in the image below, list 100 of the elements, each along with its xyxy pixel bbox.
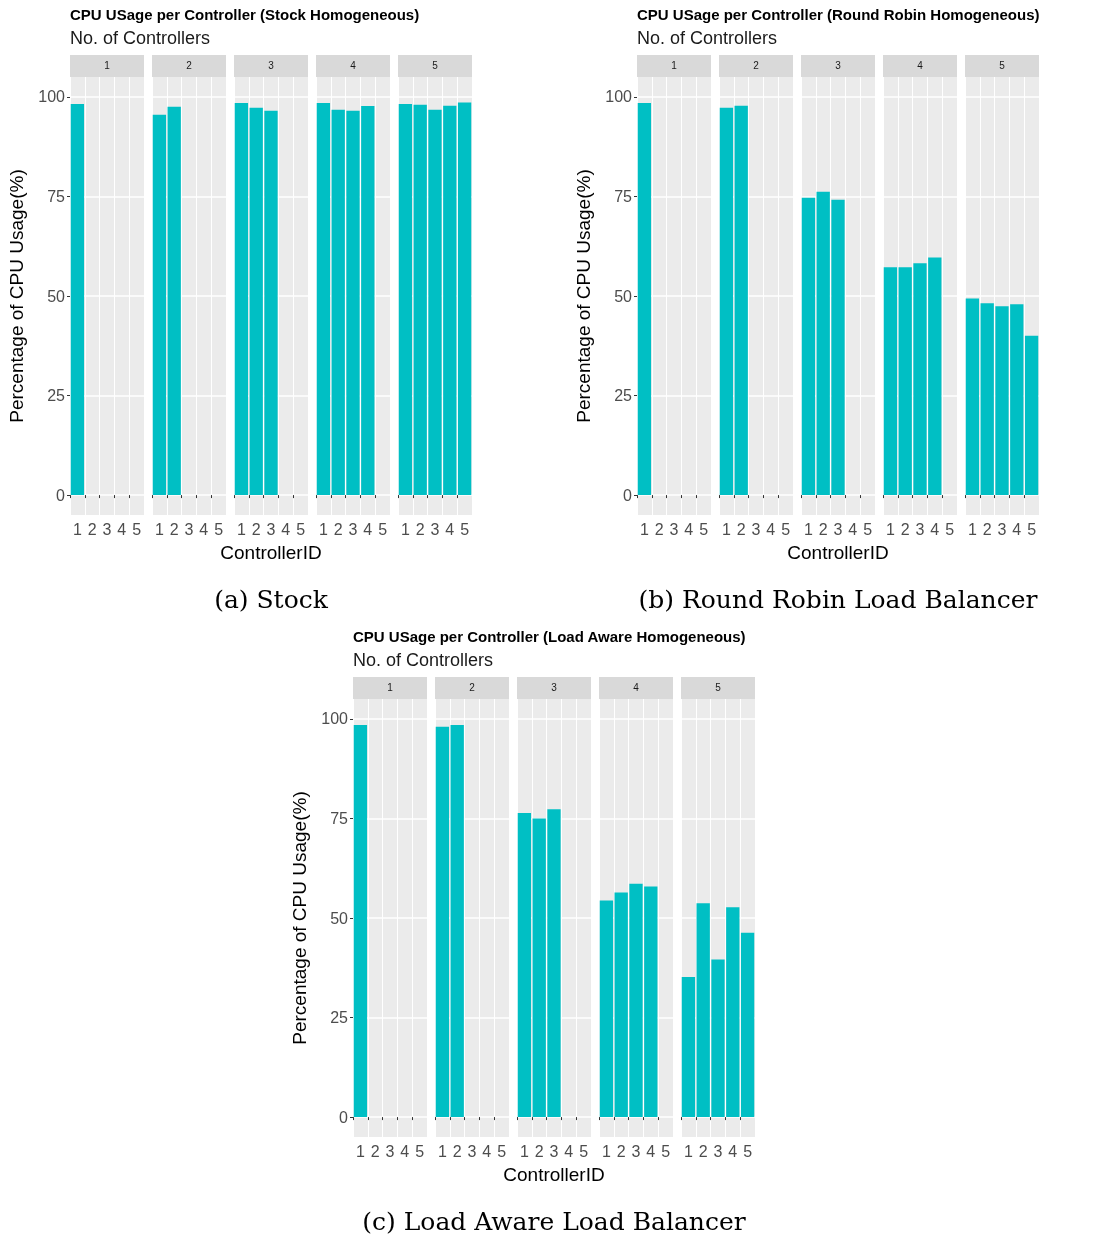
y-tick-label: 50: [330, 909, 349, 927]
x-axis-title: ControllerID: [219, 542, 323, 564]
y-tick-label: 25: [330, 1009, 349, 1027]
y-tick-label: 75: [47, 187, 66, 205]
x-tick-label: 4: [117, 520, 127, 538]
x-tick-label: 5: [743, 1142, 753, 1160]
text: (b) Round Robin Load Balancer: [637, 585, 1039, 614]
y-tick-label: 100: [605, 88, 633, 106]
x-tick-label: 5: [132, 520, 142, 538]
x-tick-label: 5: [579, 1142, 589, 1160]
x-tick-label: 3: [833, 520, 843, 538]
bar: [681, 976, 696, 1118]
x-tick-label: 5: [214, 520, 224, 538]
bar: [740, 932, 755, 1118]
bar: [316, 102, 331, 496]
bar: [965, 298, 980, 496]
x-tick-label: 5: [1027, 520, 1037, 538]
y-tick-label: 75: [614, 187, 633, 205]
x-tick-label: 5: [378, 520, 388, 538]
x-tick-label: 1: [967, 520, 977, 538]
x-tick-label: 2: [370, 1142, 380, 1160]
x-tick-label: 4: [482, 1142, 492, 1160]
chart-title: 3: [234, 55, 308, 77]
x-tick-label: 2: [169, 520, 179, 538]
x-tick-label: 3: [915, 520, 925, 538]
x-tick-label: 1: [355, 1142, 365, 1160]
x-tick-label: 4: [848, 520, 858, 538]
x-tick-label: 2: [736, 520, 746, 538]
x-tick-label: 3: [467, 1142, 477, 1160]
x-axis-title: ControllerID: [502, 1164, 606, 1186]
x-tick-label: 3: [102, 520, 112, 538]
x-tick-label: 5: [945, 520, 955, 538]
text: No. of Controllers: [637, 28, 778, 49]
x-tick-label: 4: [281, 520, 291, 538]
y-axis-title: Percentage of CPU Usage(%): [6, 169, 27, 423]
chart-title: 3: [801, 55, 875, 77]
x-tick-label: 4: [199, 520, 209, 538]
x-tick-label: 5: [497, 1142, 507, 1160]
x-tick-label: 3: [184, 520, 194, 538]
x-tick-label: 4: [930, 520, 940, 538]
y-tick-label: 100: [321, 710, 349, 728]
x-tick-label: 3: [385, 1142, 395, 1160]
chart-title: 1: [353, 677, 427, 699]
text: (a) Stock: [213, 585, 329, 614]
x-tick-label: 1: [318, 520, 328, 538]
chart-title: 5: [398, 55, 472, 77]
x-tick-label: 3: [997, 520, 1007, 538]
x-tick-label: 3: [669, 520, 679, 538]
x-tick-label: 1: [639, 520, 649, 538]
x-tick-label: 1: [400, 520, 410, 538]
x-tick-label: 2: [534, 1142, 544, 1160]
x-tick-label: 1: [519, 1142, 529, 1160]
x-tick-label: 4: [445, 520, 455, 538]
x-tick-label: 3: [348, 520, 358, 538]
y-tick-label: 0: [623, 486, 633, 504]
chart-title: 3: [517, 677, 591, 699]
x-tick-label: 1: [154, 520, 164, 538]
x-tick-label: 5: [699, 520, 709, 538]
chart-title: 4: [599, 677, 673, 699]
text: (c) Load Aware Load Balancer: [361, 1207, 747, 1236]
x-tick-label: 3: [631, 1142, 641, 1160]
text: CPU USage per Controller (Stock Homogeneous): [70, 6, 420, 23]
x-tick-label: 2: [87, 520, 97, 538]
x-tick-label: 1: [601, 1142, 611, 1160]
x-tick-label: 5: [863, 520, 873, 538]
y-tick-label: 75: [330, 809, 349, 827]
y-tick-label: 0: [56, 486, 66, 504]
chart-title: 4: [316, 55, 390, 77]
chart-title: 5: [965, 55, 1039, 77]
x-tick-label: 5: [296, 520, 306, 538]
y-axis-title: Percentage of CPU Usage(%): [573, 169, 594, 423]
chart-title: 2: [152, 55, 226, 77]
x-tick-label: 2: [900, 520, 910, 538]
text: No. of Controllers: [353, 650, 494, 671]
x-tick-label: 1: [885, 520, 895, 538]
text: CPU USage per Controller (Round Robin Homogeneous): [637, 6, 1040, 23]
x-tick-label: 4: [1012, 520, 1022, 538]
y-tick-label: 50: [614, 287, 633, 305]
x-tick-label: 1: [721, 520, 731, 538]
x-tick-label: 3: [266, 520, 276, 538]
y-tick-label: 25: [614, 387, 633, 405]
chart-title: 2: [719, 55, 793, 77]
y-tick-label: 100: [38, 88, 66, 106]
x-tick-label: 1: [72, 520, 82, 538]
y-tick-label: 0: [339, 1108, 349, 1126]
x-tick-label: 2: [452, 1142, 462, 1160]
x-tick-label: 3: [549, 1142, 559, 1160]
x-tick-label: 4: [728, 1142, 738, 1160]
x-tick-label: 2: [616, 1142, 626, 1160]
x-tick-label: 1: [803, 520, 813, 538]
x-tick-label: 4: [564, 1142, 574, 1160]
x-tick-label: 2: [654, 520, 664, 538]
x-tick-label: 4: [363, 520, 373, 538]
x-tick-label: 4: [646, 1142, 656, 1160]
x-axis-title: ControllerID: [786, 542, 890, 564]
chart-title: 1: [70, 55, 144, 77]
text: CPU USage per Controller (Load Aware Homogeneous): [353, 628, 746, 645]
x-tick-label: 2: [818, 520, 828, 538]
x-tick-label: 1: [236, 520, 246, 538]
bar: [1024, 335, 1039, 496]
